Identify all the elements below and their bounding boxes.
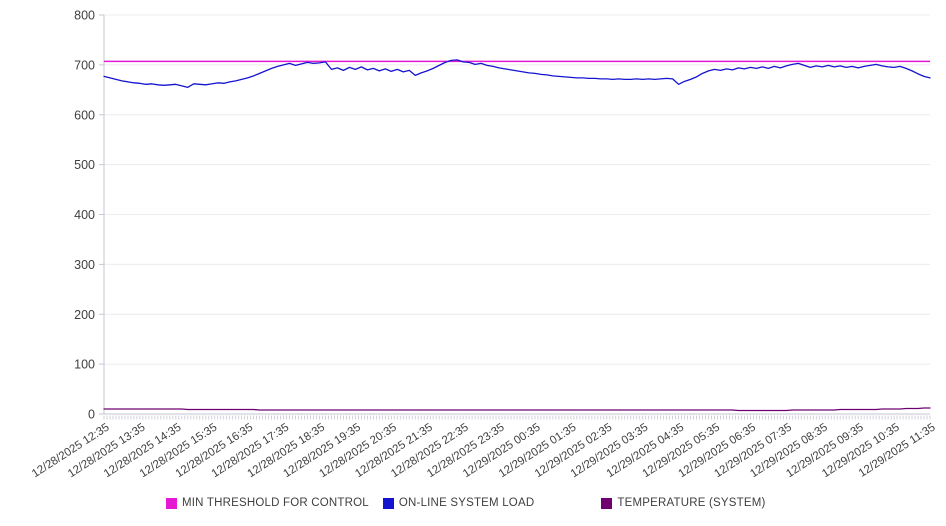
legend-swatch-magenta-icon [166,497,177,509]
chart-legend: MIN THRESHOLD FOR CONTROL ON-LINE SYSTEM… [166,497,766,509]
temperature-line [103,407,931,412]
y-tick-label: 0 [88,408,95,422]
y-tick-label: 500 [74,158,95,172]
y-tick-label: 600 [74,108,95,122]
y-tick-label: 400 [74,208,95,222]
y-tick-label: 300 [74,258,95,272]
y-tick-label: 100 [74,358,95,372]
y-tick-label: 800 [74,9,95,23]
legend-swatch-blue-icon [382,497,394,509]
grid-and-y-axis: 0 100 200 300 400 500 600 700 800 [74,9,930,422]
system-load-line [103,59,931,88]
legend-swatch-purple-icon [601,497,613,509]
y-tick-label: 700 [74,58,95,72]
x-minor-ticks [103,415,931,420]
legend-label: ON-LINE SYSTEM LOAD [398,497,535,509]
legend-label: TEMPERATURE (SYSTEM) [617,497,766,509]
legend-item-min-threshold: MIN THRESHOLD FOR CONTROL [166,497,369,509]
legend-label: MIN THRESHOLD FOR CONTROL [182,497,369,509]
y-tick-label: 200 [74,308,95,322]
legend-item-system-load: ON-LINE SYSTEM LOAD [382,497,535,509]
legend-item-temperature: TEMPERATURE (SYSTEM) [601,497,765,509]
